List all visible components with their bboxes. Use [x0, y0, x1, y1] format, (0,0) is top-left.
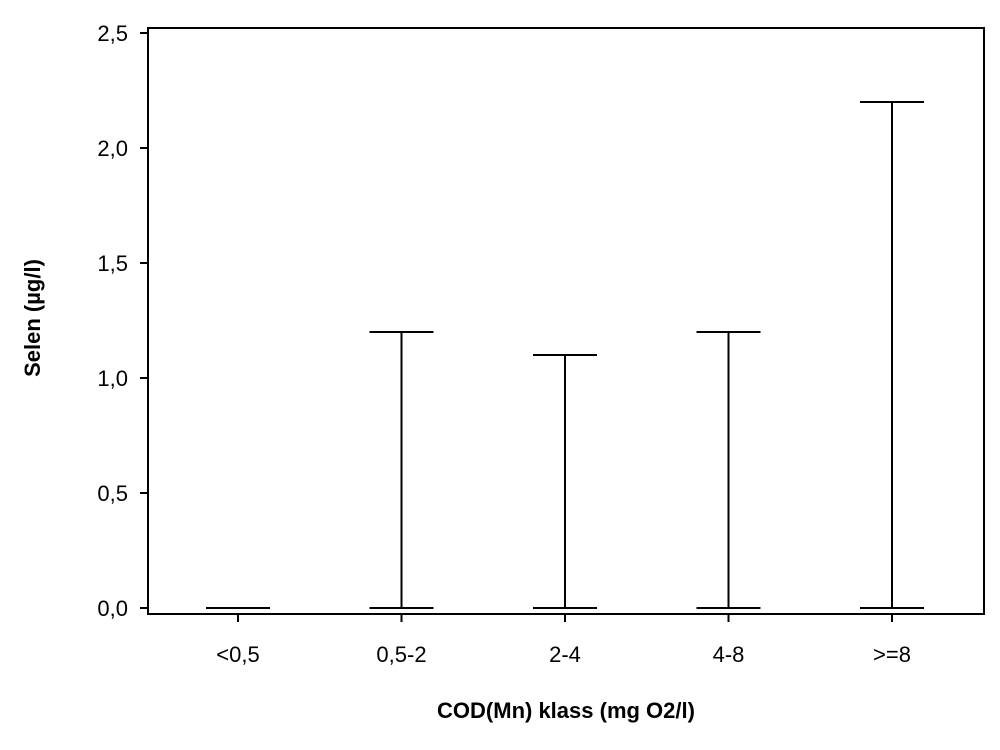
y-axis: 0,0 0,5 1,0 1,5 2,0 2,5	[97, 21, 148, 621]
y-tick-label: 1,5	[97, 251, 128, 276]
y-tick-label: 0,0	[97, 596, 128, 621]
x-axis: <0,5 0,5-2 2-4 4-8 >=8	[216, 614, 911, 667]
y-tick-label: 2,5	[97, 21, 128, 46]
range-marks	[206, 101, 924, 609]
y-axis-title: Selen (µg/l)	[20, 259, 45, 377]
x-tick-label: 0,5-2	[376, 642, 426, 667]
y-tick-label: 2,0	[97, 136, 128, 161]
y-tick-label: 1,0	[97, 366, 128, 391]
x-axis-title: COD(Mn) klass (mg O2/l)	[437, 698, 695, 723]
x-tick-label: >=8	[873, 642, 911, 667]
x-tick-label: 2-4	[549, 642, 581, 667]
x-tick-label: 4-8	[713, 642, 745, 667]
x-tick-label: <0,5	[216, 642, 259, 667]
y-tick-label: 0,5	[97, 481, 128, 506]
